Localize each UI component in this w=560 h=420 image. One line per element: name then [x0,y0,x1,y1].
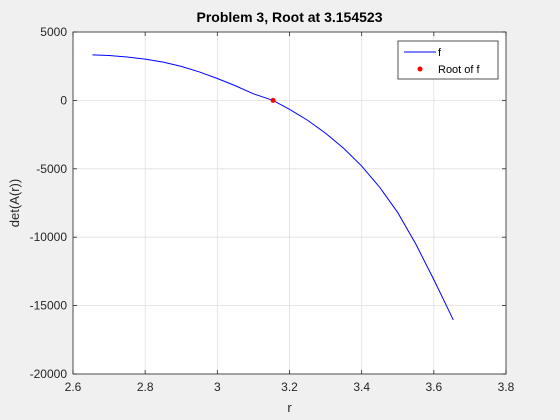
legend: f Root of f [397,40,499,80]
x-tick-label: 2.8 [137,380,154,394]
legend-entry-label: Root of f [438,64,481,76]
x-tick-label: 3.6 [425,380,442,394]
x-tick-label: 3.4 [353,380,370,394]
x-tick-label: 3.8 [498,380,515,394]
x-tick-label: 2.6 [65,380,82,394]
y-tick-label: -5000 [36,162,67,176]
series-layer [92,54,454,321]
y-tick-label: -20000 [30,367,68,381]
y-tick-label: -10000 [30,230,68,244]
legend-box [397,40,499,80]
y-tick-label: 0 [60,93,67,107]
x-tick-label: 3.2 [281,380,298,394]
root-marker [270,97,276,103]
chart-title: Problem 3, Root at 3.154523 [197,9,383,25]
x-tick-label: 3 [214,380,221,394]
y-axis-label: det(A(r)) [7,179,22,227]
y-tick-label: 5000 [40,25,67,39]
y-tick-label: -15000 [30,299,68,313]
legend-swatch-marker [417,66,423,72]
ticks: 2.6 2.8 3 3.2 3.4 3.6 3.8 -20000 -15000 -10000 -50… [30,25,515,394]
legend-entry-label: f [438,47,442,59]
x-axis-label: r [287,400,292,415]
